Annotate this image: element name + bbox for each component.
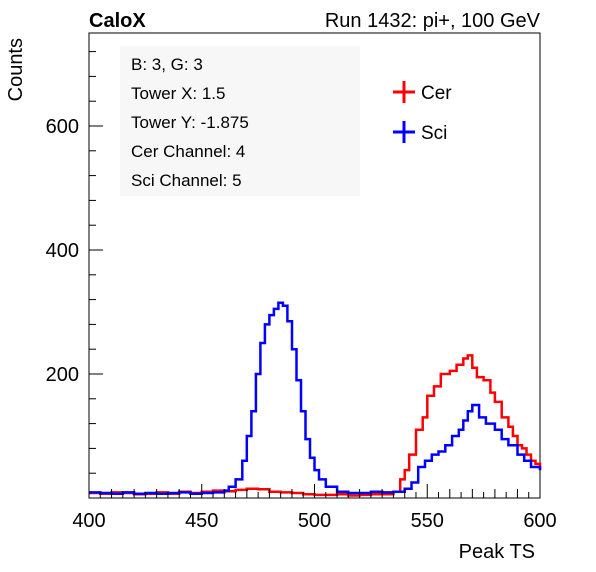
series-line-sci: [89, 301, 542, 495]
x-axis-title: Peak TS: [459, 541, 535, 563]
axis-layer: 400 450 500 550 600 200 400 600: [46, 51, 557, 532]
legend-label: Cer: [421, 83, 452, 104]
legend-label: Sci: [421, 123, 447, 144]
info-board-group: B: 3, G: 3: [131, 55, 203, 74]
x-tick-label: 450: [185, 510, 218, 532]
x-tick-label: 550: [411, 510, 444, 532]
series-layer: [89, 301, 542, 497]
legend-item-cer: Cer: [393, 81, 452, 104]
x-tick-label: 600: [523, 510, 556, 532]
run-info-label: Run 1432: pi+, 100 GeV: [325, 10, 541, 32]
info-box: B: 3, G: 3 Tower X: 1.5 Tower Y: -1.875 …: [131, 55, 249, 190]
info-cer-channel: Cer Channel: 4: [131, 142, 245, 161]
legend: Cer Sci: [393, 81, 452, 144]
y-tick-label: 200: [46, 364, 79, 386]
y-tick-label: 400: [46, 240, 79, 262]
info-tower-x: Tower X: 1.5: [131, 84, 226, 103]
series-line-cer: [89, 354, 542, 497]
y-axis-title: Counts: [5, 38, 27, 101]
legend-item-sci: Sci: [393, 121, 447, 144]
info-tower-y: Tower Y: -1.875: [131, 113, 249, 132]
series-cer: [89, 354, 542, 497]
info-sci-channel: Sci Channel: 5: [131, 171, 242, 190]
y-tick-label: 600: [46, 116, 79, 138]
x-tick-label: 400: [72, 510, 105, 532]
experiment-label: CaloX: [89, 10, 146, 32]
series-sci: [89, 301, 542, 495]
x-tick-label: 500: [298, 510, 331, 532]
info-box-bg: [120, 46, 360, 196]
